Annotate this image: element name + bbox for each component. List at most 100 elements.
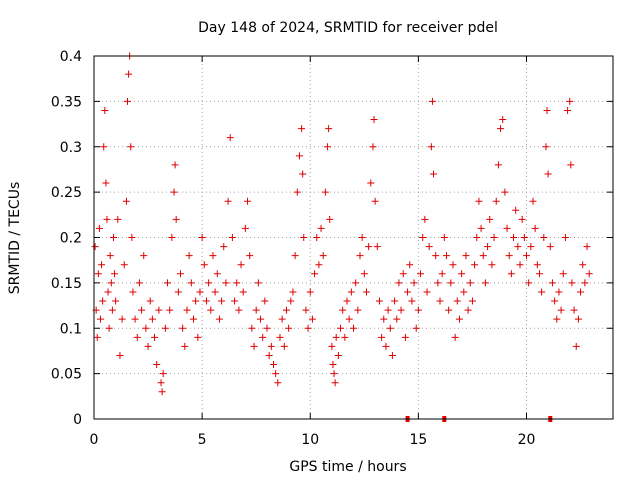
data-point bbox=[142, 324, 150, 332]
data-point bbox=[118, 315, 126, 323]
data-point bbox=[148, 315, 156, 323]
data-point bbox=[442, 252, 450, 260]
data-point bbox=[144, 342, 152, 350]
data-point bbox=[250, 342, 258, 350]
data-point bbox=[535, 270, 543, 278]
data-point bbox=[261, 297, 269, 305]
data-point bbox=[161, 324, 169, 332]
data-point bbox=[551, 297, 559, 305]
data-point bbox=[362, 288, 370, 296]
y-tick-label: 0.4 bbox=[60, 49, 82, 65]
y-tick-label: 0.15 bbox=[51, 276, 82, 292]
data-point bbox=[529, 197, 537, 205]
data-point bbox=[391, 297, 399, 305]
data-point bbox=[380, 315, 388, 323]
data-point bbox=[233, 279, 241, 287]
data-point bbox=[254, 279, 262, 287]
data-point bbox=[185, 252, 193, 260]
data-point bbox=[466, 279, 474, 287]
data-point bbox=[345, 315, 353, 323]
data-point bbox=[481, 279, 489, 287]
data-point bbox=[274, 379, 282, 387]
y-tick-label: 0.2 bbox=[60, 231, 82, 247]
data-point bbox=[196, 288, 204, 296]
data-point bbox=[512, 206, 520, 214]
data-point bbox=[544, 170, 552, 178]
y-tick-label: 0.1 bbox=[60, 321, 82, 337]
data-point bbox=[525, 279, 533, 287]
data-point bbox=[445, 306, 453, 314]
data-point bbox=[112, 297, 120, 305]
data-point bbox=[187, 279, 195, 287]
x-axis-label: GPS time / hours bbox=[289, 459, 406, 475]
data-point bbox=[99, 297, 107, 305]
data-point bbox=[111, 270, 119, 278]
data-point bbox=[559, 270, 567, 278]
data-point bbox=[164, 279, 172, 287]
data-point bbox=[177, 270, 184, 278]
data-point bbox=[257, 315, 265, 323]
data-point bbox=[386, 324, 394, 332]
data-point bbox=[252, 306, 260, 314]
data-point bbox=[248, 324, 256, 332]
data-point bbox=[354, 306, 362, 314]
data-point bbox=[246, 252, 254, 260]
data-point bbox=[423, 288, 431, 296]
data-point bbox=[356, 252, 364, 260]
data-point bbox=[319, 252, 327, 260]
data-point bbox=[421, 215, 429, 223]
y-tick-labels: 0 0.05 0.1 0.15 0.2 0.25 0.3 0.35 0.4 bbox=[51, 49, 82, 428]
data-point bbox=[116, 351, 124, 359]
data-point bbox=[151, 333, 159, 341]
data-point bbox=[453, 297, 461, 305]
data-point bbox=[228, 234, 236, 241]
data-point bbox=[222, 279, 230, 287]
data-point bbox=[479, 252, 487, 260]
data-point bbox=[124, 97, 132, 105]
data-point bbox=[585, 270, 593, 278]
data-point bbox=[125, 70, 133, 78]
data-point bbox=[317, 224, 325, 232]
data-point bbox=[326, 215, 334, 223]
data-point bbox=[146, 297, 154, 305]
y-tick-label: 0.25 bbox=[51, 185, 82, 201]
data-point bbox=[200, 261, 208, 269]
data-point bbox=[343, 297, 351, 305]
data-point bbox=[520, 234, 528, 241]
data-point bbox=[475, 197, 483, 205]
data-point bbox=[237, 261, 245, 269]
data-point bbox=[192, 297, 200, 305]
data-point bbox=[153, 361, 161, 369]
x-tick-label: 0 bbox=[90, 432, 99, 448]
data-point bbox=[490, 234, 498, 241]
data-point bbox=[395, 279, 403, 287]
data-point bbox=[449, 261, 457, 269]
data-point bbox=[104, 288, 112, 296]
data-point bbox=[128, 234, 136, 241]
data-point bbox=[329, 361, 337, 369]
data-point bbox=[393, 315, 401, 323]
data-point bbox=[397, 306, 405, 314]
data-point bbox=[523, 252, 530, 260]
data-point bbox=[399, 270, 407, 278]
data-point bbox=[378, 333, 386, 341]
data-point bbox=[428, 97, 436, 105]
data-point bbox=[96, 315, 104, 323]
y-tick-label: 0 bbox=[73, 412, 82, 428]
data-point bbox=[557, 306, 565, 314]
data-point bbox=[302, 306, 310, 314]
data-point bbox=[581, 279, 589, 287]
data-points bbox=[91, 52, 593, 396]
data-point bbox=[503, 224, 511, 232]
data-point bbox=[570, 306, 578, 314]
data-point bbox=[140, 252, 148, 260]
axis-ticks bbox=[93, 55, 613, 420]
data-point bbox=[507, 270, 515, 278]
data-point bbox=[289, 288, 297, 296]
data-point bbox=[514, 243, 522, 251]
data-point bbox=[484, 243, 492, 251]
data-point bbox=[218, 297, 226, 305]
data-point bbox=[401, 333, 409, 341]
data-point bbox=[93, 333, 101, 341]
data-point bbox=[334, 351, 342, 359]
